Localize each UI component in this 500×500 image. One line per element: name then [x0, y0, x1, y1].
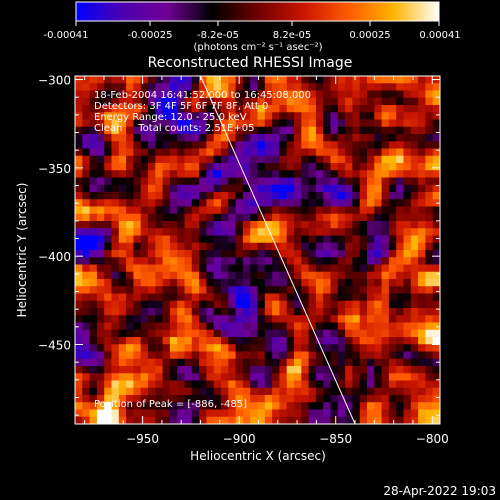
x-tick-label: −950	[126, 432, 159, 446]
annotation-time: 18-Feb-2004 16:41:52.000 to 16:45:08.000	[94, 90, 311, 101]
x-tick-label: −900	[223, 432, 256, 446]
y-tick-label: −400	[38, 250, 71, 264]
annotation-detectors: Detectors: 3F 4F 5F 6F 7F 8F, Att 0	[94, 101, 268, 112]
annotation-energy: Energy Range: 12.0 - 25.0 keV	[94, 112, 247, 123]
colorbar-tick-3: -8.2e-05	[197, 30, 239, 41]
limb-line	[200, 76, 356, 424]
colorbar-tick-6: 0.00041	[419, 30, 460, 41]
y-tick-label: −300	[38, 74, 71, 88]
y-axis-label: Heliocentric Y (arcsec)	[15, 183, 29, 318]
annotation-clean: Clean Total counts: 2.51E+05	[94, 123, 254, 134]
y-axis-ticks: −300 −350 −400 −450	[38, 74, 440, 416]
colorbar-unit-label: (photons cm⁻² s⁻¹ asec⁻²)	[193, 42, 322, 53]
colorbar	[75, 1, 440, 22]
y-tick-label: −350	[38, 162, 71, 176]
y-tick-label: −450	[38, 339, 71, 353]
x-axis-label: Heliocentric X (arcsec)	[190, 449, 326, 463]
peak-position-label: Position of Peak = [-886, -485]	[94, 399, 247, 410]
x-tick-label: −800	[416, 432, 449, 446]
plot-frame	[74, 75, 441, 425]
heatmap-cells	[75, 76, 440, 424]
x-axis-ticks: −950 −900 −850 −800	[84, 76, 449, 446]
x-tick-label: −850	[319, 432, 352, 446]
colorbar-tick-5: 0.00025	[349, 30, 390, 41]
footer-timestamp: 28-Apr-2022 19:03	[383, 484, 496, 498]
colorbar-tick-4: 8.2e-05	[273, 30, 311, 41]
colorbar-ticks	[75, 21, 440, 26]
colorbar-tick-1: -0.00041	[44, 30, 89, 41]
colorbar-tick-2: -0.00025	[128, 30, 173, 41]
chart-title: Reconstructed RHESSI Image	[148, 55, 353, 71]
